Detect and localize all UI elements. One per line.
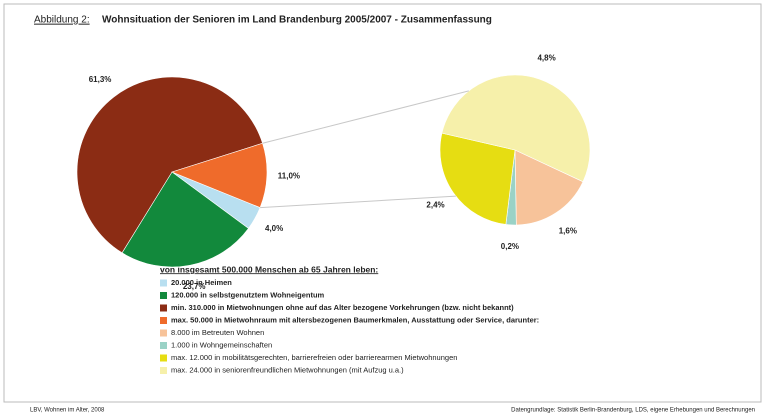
legend-label: 1.000 in Wohngemeinschaften bbox=[171, 340, 272, 349]
legend-swatch bbox=[160, 354, 167, 362]
legend-swatch bbox=[160, 304, 167, 312]
legend-title: von insgesamt 500.000 Menschen ab 65 Jah… bbox=[160, 264, 378, 274]
pie-slice bbox=[514, 149, 584, 226]
legend-label: min. 310.000 in Mietwohnungen ohne auf d… bbox=[171, 303, 514, 312]
legend-swatch bbox=[160, 292, 167, 299]
legend-swatch bbox=[160, 367, 167, 374]
slice-label: 4,8% bbox=[537, 53, 555, 62]
legend-label: 120.000 in selbstgenutztem Wohneigentum bbox=[171, 290, 325, 299]
slice-label: 23,7% bbox=[183, 282, 206, 291]
pie-slice bbox=[439, 132, 516, 225]
legend-label: 8.000 im Betreuten Wohnen bbox=[171, 328, 264, 337]
pie-slice bbox=[76, 76, 263, 254]
slice-label: 0,2% bbox=[501, 242, 519, 251]
legend-label: max. 50.000 in Mietwohnraum mit altersbe… bbox=[171, 315, 539, 324]
slice-label: 1,6% bbox=[559, 226, 577, 235]
pie-slice bbox=[441, 74, 591, 183]
pie-slice bbox=[171, 142, 268, 208]
figure-label: Abbildung 2: bbox=[34, 15, 90, 26]
footer-right: Datengrundlage: Statistik Berlin-Branden… bbox=[511, 408, 755, 414]
legend-label: max. 12.000 in mobilitätsgerechten, barr… bbox=[171, 353, 457, 362]
slice-label: 2,4% bbox=[426, 201, 444, 210]
connector bbox=[260, 195, 456, 209]
legend-swatch bbox=[160, 317, 167, 324]
legend-label: max. 24.000 in seniorenfreundlichen Miet… bbox=[171, 365, 404, 374]
slice-label: 4,0% bbox=[265, 224, 283, 233]
legend-label: 20.000 in Heimen bbox=[171, 278, 232, 287]
legend-swatch bbox=[160, 279, 167, 287]
legend-swatch bbox=[160, 329, 167, 337]
footer-left: LBV, Wohnen im Alter, 2008 bbox=[30, 408, 105, 414]
chart-title: Wohnsituation der Senioren im Land Brand… bbox=[102, 15, 492, 26]
connector bbox=[262, 90, 469, 144]
legend-swatch bbox=[160, 342, 167, 349]
pie-slice bbox=[121, 171, 249, 268]
slice-label: 11,0% bbox=[278, 172, 300, 181]
slice-label: 61,3% bbox=[89, 75, 112, 84]
